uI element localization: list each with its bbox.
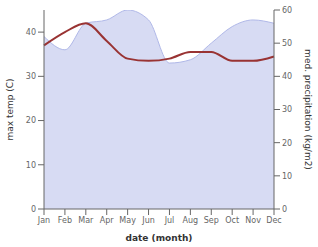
svg-text:40: 40 [282,72,292,81]
svg-text:Jan: Jan [37,216,50,225]
svg-text:Dec: Dec [266,216,281,225]
svg-text:20: 20 [26,116,36,125]
svg-text:0: 0 [31,205,36,214]
svg-text:date (month): date (month) [126,233,193,243]
svg-text:med. precipitation (kg/m2): med. precipitation (kg/m2) [303,49,310,170]
svg-text:Nov: Nov [245,216,261,225]
svg-text:20: 20 [282,139,292,148]
svg-text:10: 10 [26,161,36,170]
svg-text:Jun: Jun [141,216,155,225]
svg-text:10: 10 [282,172,292,181]
svg-text:60: 60 [282,6,292,15]
svg-text:May: May [119,216,136,225]
svg-text:Mar: Mar [78,216,94,225]
svg-text:Jul: Jul [164,216,175,225]
svg-text:30: 30 [26,72,36,81]
svg-text:0: 0 [282,205,287,214]
svg-text:Apr: Apr [100,216,115,225]
svg-text:Oct: Oct [225,216,239,225]
svg-text:max temp (C): max temp (C) [8,78,15,140]
svg-text:50: 50 [282,39,292,48]
svg-text:40: 40 [26,28,36,37]
svg-text:Aug: Aug [183,216,199,225]
svg-text:30: 30 [282,105,292,114]
svg-text:Feb: Feb [58,216,72,225]
svg-text:Sep: Sep [204,216,219,225]
